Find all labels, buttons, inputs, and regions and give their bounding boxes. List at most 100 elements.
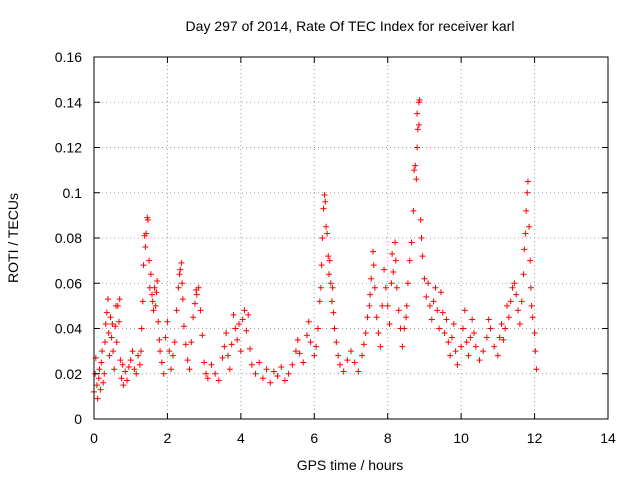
- data-point: [522, 230, 529, 237]
- data-point: [247, 345, 254, 352]
- grid-layer: [94, 57, 608, 419]
- data-point: [392, 239, 399, 246]
- data-point: [307, 339, 314, 346]
- data-point: [507, 298, 514, 305]
- data-point: [364, 314, 371, 321]
- data-point: [237, 348, 244, 355]
- data-point: [520, 271, 527, 278]
- data-point: [336, 361, 343, 368]
- data-point: [459, 325, 466, 332]
- data-point: [152, 302, 159, 309]
- data-point: [188, 339, 195, 346]
- data-point: [445, 339, 452, 346]
- data-point: [454, 361, 461, 368]
- points-layer: [91, 96, 540, 402]
- y-tick-label: 0.06: [55, 275, 82, 291]
- data-point: [476, 357, 483, 364]
- data-point: [436, 325, 443, 332]
- data-point: [146, 257, 153, 264]
- data-point: [199, 332, 206, 339]
- data-point: [219, 354, 226, 361]
- data-point: [151, 284, 158, 291]
- data-point: [515, 307, 522, 314]
- x-tick-label: 6: [310, 430, 318, 446]
- data-point: [382, 284, 389, 291]
- data-point: [274, 373, 281, 380]
- data-point: [416, 96, 423, 103]
- data-point: [102, 320, 109, 327]
- data-point: [117, 357, 124, 364]
- tick-layer: 0 2 4 6 8 10 12 14 0 0.02 0.04 0.06 0.08 0.1 0.12 0.14 0…: [55, 49, 616, 446]
- x-axis-title: GPS time / hours: [297, 457, 404, 473]
- data-point: [403, 302, 410, 309]
- data-point: [119, 361, 126, 368]
- data-point: [292, 348, 299, 355]
- data-point: [330, 309, 337, 316]
- data-point: [511, 280, 518, 287]
- data-point: [122, 368, 129, 375]
- data-point: [107, 314, 114, 321]
- data-point: [116, 296, 123, 303]
- data-point: [178, 259, 185, 266]
- data-point: [232, 325, 239, 332]
- y-tick-label: 0.08: [55, 230, 82, 246]
- data-point: [97, 386, 104, 393]
- data-point: [324, 230, 331, 237]
- data-point: [360, 341, 367, 348]
- data-point: [419, 253, 426, 260]
- data-point: [528, 302, 535, 309]
- data-point: [120, 382, 127, 389]
- data-point: [162, 334, 169, 341]
- data-point: [95, 375, 102, 382]
- data-point: [415, 121, 422, 128]
- data-point: [108, 334, 115, 341]
- data-point: [430, 298, 437, 305]
- data-point: [428, 316, 435, 323]
- data-point: [513, 291, 520, 298]
- data-point: [533, 366, 540, 373]
- data-point: [448, 334, 455, 341]
- data-point: [239, 316, 246, 323]
- data-point: [388, 280, 395, 287]
- data-point: [169, 352, 176, 359]
- data-point: [447, 352, 454, 359]
- data-point: [136, 361, 143, 368]
- data-point: [439, 309, 446, 316]
- data-point: [403, 314, 410, 321]
- data-point: [331, 325, 338, 332]
- data-point: [500, 336, 507, 343]
- data-point: [201, 359, 208, 366]
- data-point: [105, 330, 112, 337]
- data-point: [406, 257, 413, 264]
- data-point: [367, 291, 374, 298]
- data-point: [322, 198, 329, 205]
- data-point: [190, 314, 197, 321]
- data-point: [465, 352, 472, 359]
- data-point: [173, 307, 180, 314]
- x-tick-label: 4: [237, 430, 245, 446]
- data-point: [498, 320, 505, 327]
- data-point: [94, 395, 101, 402]
- data-point: [340, 368, 347, 375]
- data-point: [504, 302, 511, 309]
- data-point: [359, 352, 366, 359]
- data-point: [115, 318, 122, 325]
- y-tick-label: 0.16: [55, 49, 82, 65]
- data-point: [263, 366, 270, 373]
- data-point: [296, 350, 303, 357]
- data-point: [366, 302, 373, 309]
- data-point: [149, 291, 156, 298]
- data-point: [226, 366, 233, 373]
- data-point: [129, 348, 136, 355]
- y-tick-label: 0.14: [55, 94, 82, 110]
- data-point: [168, 366, 175, 373]
- data-point: [223, 330, 230, 337]
- data-point: [166, 348, 173, 355]
- data-point: [311, 352, 318, 359]
- data-point: [423, 293, 430, 300]
- data-point: [259, 375, 266, 382]
- data-point: [390, 268, 397, 275]
- data-point: [140, 262, 147, 269]
